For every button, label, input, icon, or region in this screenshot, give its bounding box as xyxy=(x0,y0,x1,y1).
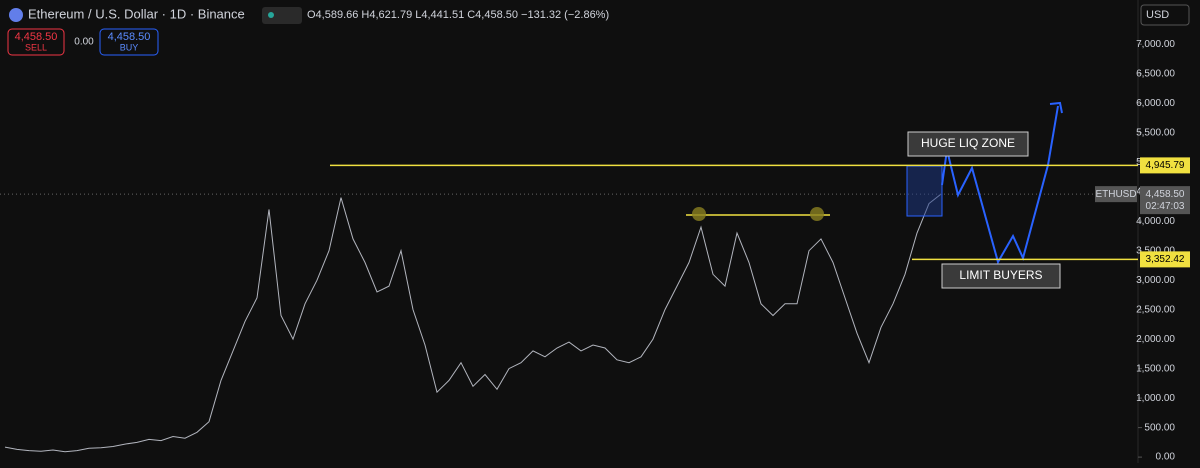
y-tick-label: 4,000.00 xyxy=(1136,216,1175,227)
buy-button[interactable] xyxy=(99,28,159,56)
level-tag xyxy=(1140,157,1190,174)
spread: 0.00 xyxy=(74,37,94,48)
y-tick-label: 6,500.00 xyxy=(1136,68,1175,79)
annotation: LIMIT BUYERS xyxy=(959,268,1042,282)
y-tick-label: 1,000.00 xyxy=(1136,393,1175,404)
y-tick-label: 3,000.00 xyxy=(1136,275,1175,286)
projection-arrowhead xyxy=(1049,101,1063,114)
annotation-box xyxy=(907,131,1029,157)
y-tick-label: 7,000.00 xyxy=(1136,39,1175,50)
sell-price: 4,458.50 xyxy=(15,31,58,43)
chart-title: Ethereum / U.S. Dollar · 1D · Binance xyxy=(28,6,245,21)
status-dot xyxy=(268,12,274,18)
sell-label: SELL xyxy=(25,42,47,52)
ohlc: O4,589.66 H4,621.79 L4,441.51 C4,458.50 … xyxy=(307,9,609,21)
currency: USD xyxy=(1146,9,1169,21)
top-marker xyxy=(810,207,824,221)
symbol: ETHUSD xyxy=(1095,189,1136,200)
price-tag xyxy=(1140,186,1190,215)
countdown: 02:47:03 xyxy=(1146,201,1185,212)
top-marker xyxy=(692,207,706,221)
currency-select[interactable] xyxy=(1140,4,1190,26)
symbol-icon xyxy=(9,8,23,22)
y-tick-label: 500.00 xyxy=(1144,422,1175,433)
annotation: HUGE LIQ ZONE xyxy=(921,136,1015,150)
buy-price: 4,458.50 xyxy=(108,31,151,43)
sell-button[interactable] xyxy=(7,28,65,56)
annotation-box xyxy=(941,263,1061,289)
indicator-button[interactable] xyxy=(262,7,302,24)
y-tick-label: 2,000.00 xyxy=(1136,334,1175,345)
y-tick-label: 5,500.00 xyxy=(1136,127,1175,138)
y-tick-label: 3,500.00 xyxy=(1136,245,1175,256)
liq-zone-box xyxy=(906,165,943,217)
buy-label: BUY xyxy=(120,42,139,52)
price-line xyxy=(4,193,942,453)
level-tag xyxy=(1140,251,1190,268)
y-tick-label: 1,500.00 xyxy=(1136,363,1175,374)
level-label: 4,945.79 xyxy=(1146,160,1185,171)
level-label: 3,352.42 xyxy=(1146,254,1185,265)
y-tick-label: 2,500.00 xyxy=(1136,304,1175,315)
y-tick-label: 6,000.00 xyxy=(1136,98,1175,109)
current-price: 4,458.50 xyxy=(1146,189,1185,200)
y-tick-label: 0.00 xyxy=(1156,452,1176,463)
symbol-tag xyxy=(1095,186,1137,203)
